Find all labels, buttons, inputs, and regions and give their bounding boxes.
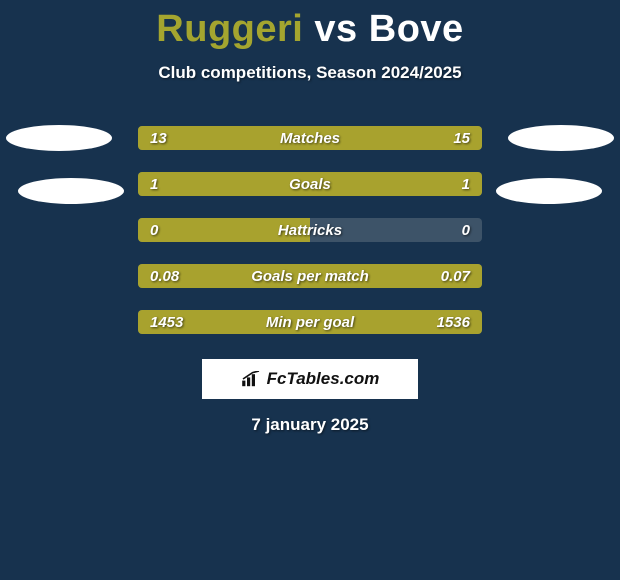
stats-rows: 1315Matches 11Goals 00Hattricks 0.080.07Goa… [0,115,620,345]
brand-box: FcTables.com [202,359,418,399]
stat-row: 1315Matches [0,115,620,161]
comparison-title: Ruggeri vs Bove [0,0,620,51]
brand-text: FcTables.com [267,369,380,389]
stat-bar: 1315Matches [138,126,482,150]
vs-text: vs [314,8,357,50]
player2-name: Bove [369,8,464,50]
stat-row: 11Goals [0,161,620,207]
stat-label: Min per goal [138,310,482,334]
stat-label: Matches [138,126,482,150]
stat-label: Goals per match [138,264,482,288]
stat-bar: 0.080.07Goals per match [138,264,482,288]
stat-bar: 00Hattricks [138,218,482,242]
stat-row: 0.080.07Goals per match [0,253,620,299]
stat-bar: 14531536Min per goal [138,310,482,334]
player1-name: Ruggeri [156,8,303,50]
stat-row: 14531536Min per goal [0,299,620,345]
stat-label: Hattricks [138,218,482,242]
stat-bar: 11Goals [138,172,482,196]
date-text: 7 january 2025 [0,415,620,435]
chart-icon [241,371,261,387]
subtitle: Club competitions, Season 2024/2025 [0,63,620,83]
stat-row: 00Hattricks [0,207,620,253]
stat-label: Goals [138,172,482,196]
